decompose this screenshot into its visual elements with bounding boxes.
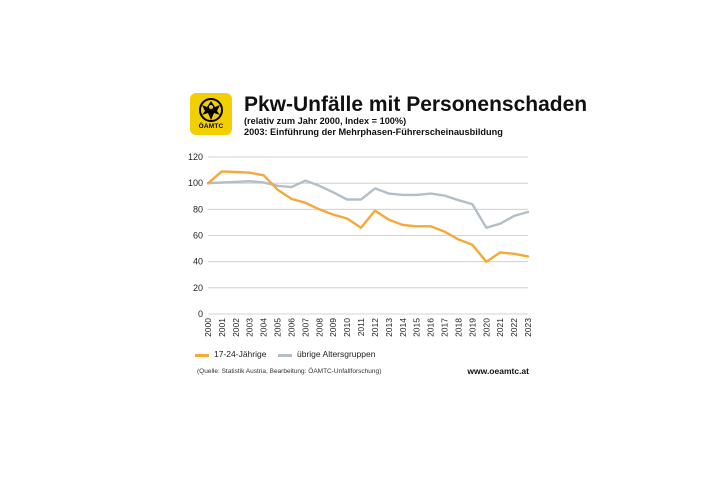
x-tick-label: 2023 [523,318,533,337]
chart-note: 2003: Einführung der Mehrphasen-Führersc… [244,127,503,137]
x-tick-label: 2007 [300,318,310,337]
x-axis-ticks: 2000 2001 2002 2003 2004 2005 2006 2007 2008 2009… [203,318,533,337]
series-line-other [206,179,530,229]
x-tick-label: 2002 [231,318,241,337]
x-tick-label: 2018 [453,318,463,337]
eagle-icon [199,98,223,122]
x-tick-label: 2006 [286,318,296,337]
y-tick-label: 20 [193,283,203,293]
y-tick-label: 120 [188,152,203,162]
x-tick-label: 2010 [342,318,352,337]
x-tick-label: 2015 [412,318,422,337]
legend-label-other: übrige Altersgruppen [297,349,376,359]
x-tick-label: 2019 [467,318,477,337]
y-tick-label: 80 [193,204,203,214]
logo-text: ÖAMTC [198,123,224,130]
x-tick-label: 2000 [203,318,213,337]
page-title: Pkw-Unfälle mit Personenschaden [244,93,588,116]
x-tick-label: 2012 [370,318,380,337]
series-lines [206,170,530,263]
x-tick-label: 2003 [245,318,255,337]
x-tick-label: 2016 [426,318,436,337]
legend-swatch-other [278,354,292,357]
legend-label-young: 17-24-Jährige [214,349,267,359]
source-note: (Quelle: Statistik Austria, Bearbeitung:… [197,368,382,375]
website-link[interactable]: www.oeamtc.at [467,366,529,376]
x-tick-label: 2020 [481,318,491,337]
x-tick-label: 2009 [328,318,338,337]
x-tick-label: 2008 [314,318,324,337]
y-tick-label: 100 [188,178,203,188]
y-tick-label: 40 [193,257,203,267]
series-line-young [206,170,530,263]
x-tick-label: 2013 [384,318,394,337]
legend-swatch-young [195,354,209,357]
x-tick-label: 2004 [259,318,269,337]
y-tick-label: 0 [198,309,203,319]
x-tick-label: 2022 [509,318,519,337]
x-tick-label: 2001 [217,318,227,337]
x-tick-label: 2011 [356,318,366,337]
chart-subtitle: (relativ zum Jahr 2000, Index = 100%) [244,116,407,126]
line-chart: 0 20 40 60 80 100 120 2000 2001 2002 2003 2004 2005… [188,152,533,337]
oeamtc-logo: ÖAMTC [190,93,232,135]
grid-lines [208,156,528,315]
x-tick-label: 2005 [273,318,283,337]
y-axis-ticks: 0 20 40 60 80 100 120 [188,152,203,319]
x-tick-label: 2021 [495,318,505,337]
x-tick-label: 2017 [440,318,450,337]
x-tick-label: 2014 [398,318,408,337]
y-tick-label: 60 [193,231,203,241]
